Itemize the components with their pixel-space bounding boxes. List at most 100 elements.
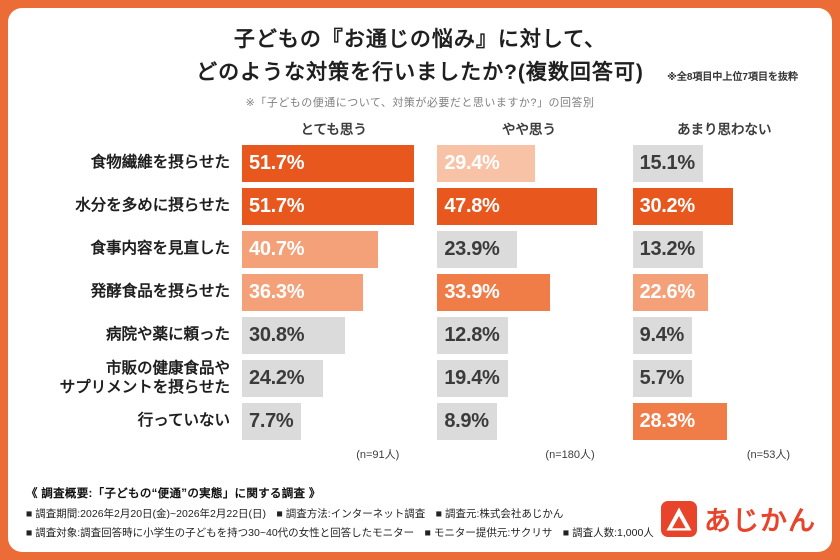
category-label: 食物繊維を摂らせた bbox=[90, 154, 230, 172]
bar: 5.7% bbox=[632, 360, 693, 398]
category-label: 食事内容を見直した bbox=[90, 240, 230, 258]
value-label: 7.7% bbox=[249, 410, 294, 433]
n-label-yaya: (n=180人) bbox=[545, 449, 595, 462]
bar-cell: 40.7% bbox=[242, 231, 425, 269]
chart-title-line2: どのような対策を行いましたか?(複数回答可) bbox=[196, 60, 644, 84]
value-label: 30.2% bbox=[639, 195, 696, 218]
ajikan-logo-text: あじかん bbox=[704, 506, 816, 536]
bar: 24.2% bbox=[242, 360, 323, 398]
value-label: 29.4% bbox=[444, 152, 500, 175]
bar: 7.7% bbox=[242, 403, 302, 441]
value-label: 8.9% bbox=[444, 410, 489, 433]
bar: 29.4% bbox=[437, 145, 536, 183]
value-label: 23.9% bbox=[444, 238, 500, 261]
bar: 36.3% bbox=[242, 274, 363, 312]
column-header-yaya: やや思う bbox=[501, 122, 556, 138]
bar-cell: 7.7% bbox=[242, 403, 425, 441]
ajikan-logo: あじかん bbox=[661, 499, 816, 538]
bar: 30.8% bbox=[242, 317, 345, 355]
bar-cell: 9.4% bbox=[632, 317, 816, 355]
value-label: 30.8% bbox=[249, 324, 305, 347]
bar-cell: 33.9% bbox=[437, 274, 620, 312]
value-label: 51.7% bbox=[249, 195, 305, 218]
chart-row: 食物繊維を摂らせた 51.7% 29.4% 15.1% bbox=[24, 145, 816, 183]
bar: 19.4% bbox=[437, 360, 508, 398]
chart-row: 発酵食品を摂らせた 36.3% 33.9% 22.6% bbox=[24, 274, 816, 312]
survey-summary: 《 調査概要:「子どもの“便通”の実態」に関する調査 》 bbox=[26, 488, 321, 501]
value-label: 36.3% bbox=[249, 281, 305, 304]
bar-cell: 13.2% bbox=[632, 231, 816, 269]
title-block: 子どもの『お通じの悩み』に対して、 どのような対策を行いましたか?(複数回答可)… bbox=[8, 24, 832, 89]
bar-cell: 15.1% bbox=[632, 145, 816, 183]
chart-row: 水分を多めに摂らせた 51.7% 47.8% 30.2% bbox=[24, 188, 816, 226]
survey-meta-1: ■ 調査期間:2026年2月20日(金)~2026年2月22日(日) ■ 調査方… bbox=[26, 508, 564, 521]
value-label: 15.1% bbox=[639, 152, 696, 175]
category-label: 発酵食品を摂らせた bbox=[90, 283, 230, 301]
ajikan-logo-icon bbox=[661, 500, 697, 537]
bar-cell: 5.7% bbox=[632, 360, 816, 398]
bar: 47.8% bbox=[437, 188, 597, 226]
bar-cell: 30.2% bbox=[632, 188, 816, 226]
value-label: 40.7% bbox=[249, 238, 305, 261]
category-label: 行っていない bbox=[137, 412, 230, 430]
n-label-amari: (n=53人) bbox=[746, 449, 790, 462]
bar-cell: 19.4% bbox=[437, 360, 620, 398]
sample-sizes: (n=91人) (n=180人) (n=53人) bbox=[24, 446, 816, 462]
bar-cell: 24.2% bbox=[242, 360, 425, 398]
bar-chart: とても思う やや思う あまり思わない 食物繊維を摂らせた 51.7% 29.4% 15… bbox=[8, 118, 832, 462]
value-label: 24.2% bbox=[249, 367, 305, 390]
chart-title-line1: 子どもの『お通じの悩み』に対して、 bbox=[233, 28, 607, 51]
title-note: ※全8項目中上位7項目を抜粋 bbox=[667, 72, 798, 83]
category-label: 病院や薬に頼った bbox=[105, 326, 230, 344]
column-header-totemo: とても思う bbox=[300, 122, 367, 138]
bar: 40.7% bbox=[242, 231, 378, 269]
survey-meta-2: ■ 調査対象:調査回答時に小学生の子どもを持つ30~40代の女性と回答したモニタ… bbox=[26, 526, 654, 539]
bar-cell: 36.3% bbox=[242, 274, 425, 312]
value-label: 5.7% bbox=[639, 367, 685, 390]
column-headers: とても思う やや思う あまり思わない bbox=[24, 118, 816, 138]
bar-cell: 8.9% bbox=[437, 403, 620, 441]
chart-subtitle: ※「子どもの便通について、対策が必要だと思いますか?」の回答別 bbox=[245, 97, 595, 110]
value-label: 28.3% bbox=[639, 410, 696, 433]
bar: 13.2% bbox=[632, 231, 703, 269]
bar: 30.2% bbox=[632, 188, 734, 226]
bar: 12.8% bbox=[437, 317, 508, 355]
chart-row: 市販の健康食品や サプリメントを摂らせた 24.2% 19.4% 5.7% bbox=[24, 360, 816, 398]
bar: 9.4% bbox=[632, 317, 693, 355]
bar: 23.9% bbox=[437, 231, 517, 269]
column-header-amari: あまり思わない bbox=[677, 122, 772, 138]
infographic-card: 子どもの『お通じの悩み』に対して、 どのような対策を行いましたか?(複数回答可)… bbox=[8, 8, 832, 552]
bar: 33.9% bbox=[437, 274, 551, 312]
chart-rows: 食物繊維を摂らせた 51.7% 29.4% 15.1% 水分を多めに摂らせた 51.7% 4… bbox=[24, 145, 816, 441]
bar-cell: 12.8% bbox=[437, 317, 620, 355]
value-label: 19.4% bbox=[444, 367, 500, 390]
n-label-totemo: (n=91人) bbox=[356, 449, 400, 462]
bar: 51.7% bbox=[242, 188, 415, 226]
value-label: 13.2% bbox=[639, 238, 696, 261]
bar-cell: 22.6% bbox=[632, 274, 816, 312]
bar-cell: 23.9% bbox=[437, 231, 620, 269]
bar-cell: 30.8% bbox=[242, 317, 425, 355]
chart-row: 行っていない 7.7% 8.9% 28.3% bbox=[24, 403, 816, 441]
category-label: 水分を多めに摂らせた bbox=[75, 197, 230, 215]
value-label: 51.7% bbox=[249, 152, 305, 175]
bar-cell: 47.8% bbox=[437, 188, 620, 226]
bar-cell: 51.7% bbox=[242, 145, 425, 183]
bar-cell: 29.4% bbox=[437, 145, 620, 183]
bar-cell: 51.7% bbox=[242, 188, 425, 226]
chart-row: 食事内容を見直した 40.7% 23.9% 13.2% bbox=[24, 231, 816, 269]
survey-footer: 《 調査概要:「子どもの“便通”の実態」に関する調査 》 ■ 調査期間:2026… bbox=[26, 485, 654, 542]
bar: 15.1% bbox=[632, 145, 703, 183]
value-label: 33.9% bbox=[444, 281, 500, 304]
bar: 51.7% bbox=[242, 145, 415, 183]
bar: 22.6% bbox=[632, 274, 708, 312]
bar: 8.9% bbox=[437, 403, 497, 441]
value-label: 22.6% bbox=[639, 281, 696, 304]
value-label: 12.8% bbox=[444, 324, 500, 347]
bar: 28.3% bbox=[632, 403, 727, 441]
bar-cell: 28.3% bbox=[632, 403, 816, 441]
value-label: 47.8% bbox=[444, 195, 500, 218]
chart-row: 病院や薬に頼った 30.8% 12.8% 9.4% bbox=[24, 317, 816, 355]
value-label: 9.4% bbox=[639, 324, 685, 347]
category-label: 市販の健康食品や サプリメントを摂らせた bbox=[59, 360, 230, 396]
